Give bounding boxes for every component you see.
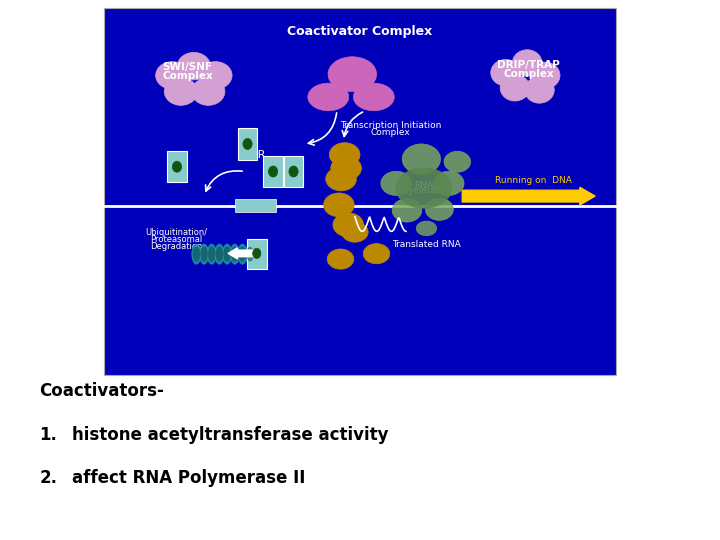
Text: Complex: Complex	[162, 71, 213, 81]
Text: Degradation: Degradation	[150, 241, 202, 251]
Text: Transcription Initiation: Transcription Initiation	[340, 121, 441, 130]
Text: Polymerase II: Polymerase II	[395, 186, 452, 195]
Text: 2.: 2.	[40, 469, 58, 487]
Text: Coactivator Complex: Coactivator Complex	[287, 25, 433, 38]
Text: SWI/SNF: SWI/SNF	[163, 62, 212, 72]
Text: Complex: Complex	[503, 69, 554, 79]
Text: p/CAF: p/CAF	[361, 92, 387, 102]
Text: histone acetyltransferase activity: histone acetyltransferase activity	[72, 426, 389, 444]
Text: GR: GR	[250, 150, 266, 160]
Text: Coactivators-: Coactivators-	[40, 382, 164, 401]
Text: Translated RNA: Translated RNA	[392, 240, 461, 249]
Text: p300/CBP: p300/CBP	[330, 70, 374, 79]
Text: RNA: RNA	[414, 180, 433, 190]
Text: affect RNA Polymerase II: affect RNA Polymerase II	[72, 469, 305, 487]
Text: Complex: Complex	[371, 129, 410, 138]
Text: 1.: 1.	[40, 426, 58, 444]
Text: Proteasomal: Proteasomal	[150, 235, 202, 244]
Text: DRIP/TRAP: DRIP/TRAP	[498, 60, 560, 70]
Text: Ubiquitination/: Ubiquitination/	[145, 227, 207, 237]
Text: GREs: GREs	[243, 201, 267, 210]
Text: p160: p160	[317, 92, 340, 102]
Text: Running on  DNA: Running on DNA	[495, 176, 572, 185]
